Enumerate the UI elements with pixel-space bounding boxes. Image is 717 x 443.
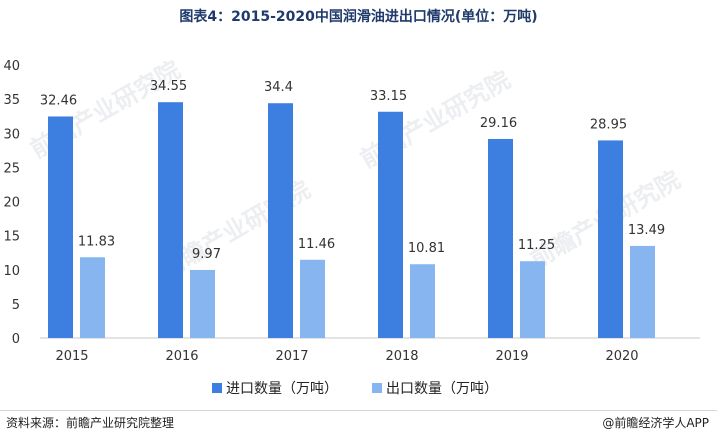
- y-tick-label: 15: [3, 230, 20, 245]
- legend-export-label: 出口数量（万吨）: [386, 381, 498, 397]
- legend-import-label: 进口数量（万吨）: [226, 381, 338, 397]
- y-tick-label: 5: [12, 298, 20, 313]
- export-value-label: 13.49: [628, 223, 665, 238]
- bar-chart: 0 5 10 15 20 25 30 35 40 32.46 11.83 2015 34.55 9.97 2…: [3, 59, 700, 397]
- import-value-label: 29.16: [480, 116, 517, 131]
- import-bar: [488, 138, 513, 338]
- export-bar: [190, 269, 215, 338]
- y-tick-label: 20: [3, 196, 20, 211]
- import-value-label: 34.4: [264, 80, 293, 95]
- import-bar: [158, 102, 183, 338]
- chart-title: 图表4：2015-2020中国润滑油进出口情况(单位：万吨): [179, 9, 538, 25]
- export-value-label: 10.81: [408, 241, 445, 256]
- brand-credit: @前瞻经济学人APP: [602, 416, 709, 430]
- import-bar: [378, 111, 403, 338]
- y-tick-label: 10: [3, 264, 20, 279]
- export-value-label: 9.97: [192, 247, 221, 262]
- y-tick-label: 35: [3, 93, 20, 108]
- x-tick-label: 2018: [385, 349, 418, 364]
- export-bar: [300, 259, 325, 338]
- y-tick-label: 40: [3, 59, 20, 74]
- footer-divider: [0, 410, 717, 411]
- x-tick-label: 2019: [495, 349, 528, 364]
- legend-import-swatch: [212, 383, 222, 393]
- x-tick-label: 2016: [165, 349, 198, 364]
- export-value-label: 11.83: [78, 234, 115, 249]
- import-bar: [268, 103, 293, 338]
- import-value-label: 33.15: [370, 89, 407, 104]
- export-bar: [410, 264, 435, 338]
- y-tick-label: 25: [3, 161, 20, 176]
- import-value-label: 34.55: [150, 79, 187, 94]
- export-value-label: 11.25: [518, 238, 555, 253]
- x-tick-label: 2015: [55, 349, 88, 364]
- y-tick-label: 30: [3, 127, 20, 142]
- y-tick-label: 0: [12, 332, 20, 347]
- export-value-label: 11.46: [298, 237, 335, 252]
- import-value-label: 32.46: [40, 93, 77, 108]
- export-bar: [80, 257, 105, 338]
- source-note: 资料来源：前瞻产业研究院整理: [6, 416, 175, 430]
- export-bar: [520, 261, 545, 338]
- import-bar: [598, 140, 623, 338]
- x-tick-label: 2020: [605, 349, 638, 364]
- x-tick-label: 2017: [275, 349, 308, 364]
- import-value-label: 28.95: [590, 117, 627, 132]
- legend-export-swatch: [372, 383, 382, 393]
- export-bar: [630, 245, 655, 338]
- import-bar: [48, 116, 73, 338]
